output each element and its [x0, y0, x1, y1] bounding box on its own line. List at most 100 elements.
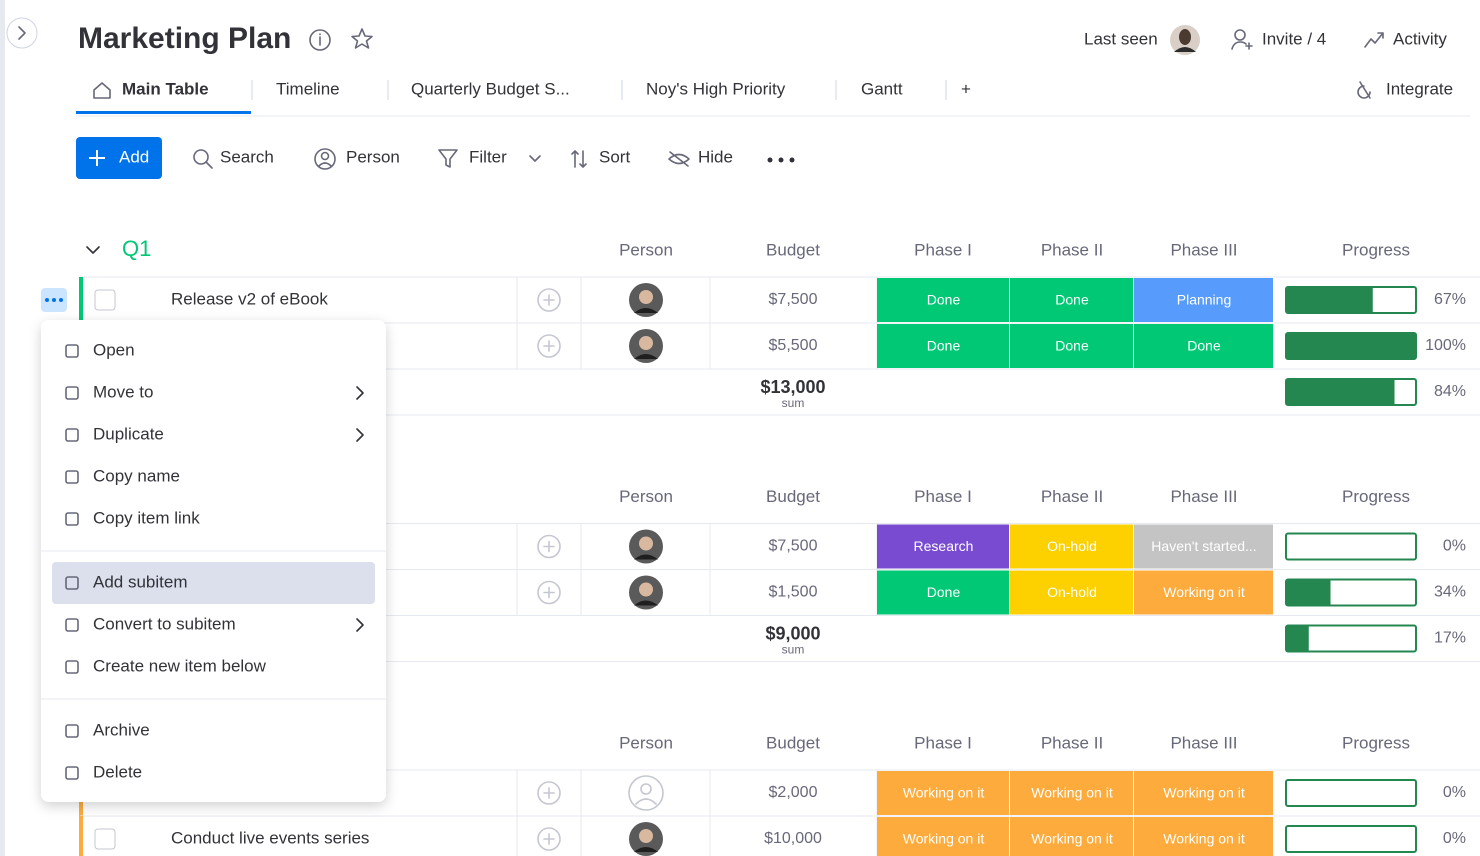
menu-item[interactable]: Open: [93, 340, 135, 359]
row-checkbox[interactable]: [94, 289, 116, 311]
status-cell[interactable]: [877, 817, 1009, 856]
menu-item[interactable]: Delete: [93, 762, 142, 781]
updates-icon[interactable]: [537, 534, 561, 559]
status-cell[interactable]: [1134, 324, 1273, 368]
filter-dropdown[interactable]: [529, 155, 541, 162]
menu-item[interactable]: Create new item below: [93, 656, 267, 675]
status-cell[interactable]: [1010, 817, 1133, 856]
status-cell[interactable]: [1010, 524, 1133, 569]
submenu-chevron: [356, 386, 364, 400]
sidebar-toggle[interactable]: [6, 17, 38, 49]
column-header: Budget: [766, 240, 820, 259]
progress-percent: 67%: [1434, 291, 1466, 308]
menu-item[interactable]: Convert to subitem: [93, 614, 236, 633]
status-cell[interactable]: [877, 771, 1009, 815]
activity-button[interactable]: Activity: [1393, 29, 1447, 48]
menu-item[interactable]: Copy name: [93, 466, 180, 485]
column-header: Phase I: [914, 240, 972, 259]
person-button[interactable]: Person: [346, 147, 400, 166]
status-cell[interactable]: [1010, 570, 1133, 615]
tab[interactable]: Timeline: [276, 79, 340, 98]
updates-icon[interactable]: [537, 827, 561, 851]
status-label: Working on it: [1163, 584, 1245, 600]
status-label: Done: [927, 584, 961, 600]
search-button[interactable]: Search: [220, 147, 274, 166]
sum-label: sum: [782, 396, 805, 410]
person-face: [639, 290, 653, 304]
status-cell[interactable]: [1134, 817, 1273, 856]
updates-icon[interactable]: [537, 781, 561, 805]
item-name[interactable]: Release v2 of eBook: [171, 289, 328, 308]
status-label: Done: [1055, 292, 1089, 308]
budget: $2,000: [769, 784, 818, 801]
progress-percent: 0%: [1443, 830, 1466, 847]
more-button[interactable]: [767, 157, 795, 163]
filter-button[interactable]: Filter: [469, 147, 507, 166]
updates-plus: [543, 833, 555, 845]
status-cell[interactable]: [877, 278, 1009, 322]
status-cell[interactable]: [1134, 278, 1273, 322]
last-seen[interactable]: Last seen: [1084, 29, 1158, 48]
column-header: Progress: [1342, 487, 1410, 506]
updates-plus: [543, 586, 555, 599]
progress-percent: 100%: [1425, 337, 1466, 354]
menu-item-icon: [65, 724, 79, 738]
status-cell[interactable]: [877, 324, 1009, 368]
menu-item[interactable]: Archive: [93, 720, 150, 739]
menu-highlight: [52, 562, 375, 604]
menu-item[interactable]: Copy item link: [93, 508, 200, 527]
person-face: [639, 582, 653, 597]
updates-plus: [543, 340, 555, 352]
item-name[interactable]: Conduct live events series: [171, 828, 369, 847]
sidebar-edge: [0, 0, 5, 856]
tab[interactable]: +: [961, 79, 971, 98]
updates-icon[interactable]: [537, 580, 561, 605]
progress-percent: 0%: [1443, 784, 1466, 801]
sum-label: sum: [782, 643, 805, 657]
status-cell[interactable]: [1010, 278, 1133, 322]
tab[interactable]: Gantt: [861, 79, 903, 98]
status-cell[interactable]: [1134, 771, 1273, 815]
sort-button[interactable]: Sort: [599, 147, 630, 166]
favorite-button[interactable]: [351, 28, 373, 49]
progress-fill: [1287, 334, 1415, 358]
menu-item[interactable]: Add subitem: [93, 572, 188, 591]
tab[interactable]: Main Table: [122, 79, 209, 98]
add-button[interactable]: Add: [76, 137, 162, 179]
hide-button[interactable]: Hide: [698, 147, 733, 166]
menu-item[interactable]: Duplicate: [93, 424, 164, 443]
status-cell[interactable]: [877, 570, 1009, 615]
updates-plus: [543, 787, 555, 799]
column-header: Budget: [766, 733, 820, 752]
empty-person[interactable]: [628, 775, 664, 811]
tab[interactable]: Quarterly Budget S...: [411, 79, 570, 98]
menu-item-icon: [65, 618, 79, 632]
column-header: Budget: [766, 487, 820, 506]
group-collapse[interactable]: [86, 246, 100, 254]
status-cell[interactable]: [1134, 570, 1273, 615]
status-cell[interactable]: [1010, 771, 1133, 815]
updates-icon[interactable]: [537, 334, 561, 358]
status-cell[interactable]: [877, 524, 1009, 569]
board-title: Marketing Plan: [78, 22, 291, 55]
status-cell[interactable]: [1134, 524, 1273, 569]
info-button[interactable]: [309, 29, 331, 51]
status-cell[interactable]: [1010, 324, 1133, 368]
row-menu-button[interactable]: [41, 288, 67, 312]
updates-icon[interactable]: [537, 288, 561, 312]
status-label: Done: [927, 338, 961, 354]
group-name[interactable]: Q1: [122, 236, 151, 261]
budget: $10,000: [764, 830, 822, 847]
menu-item[interactable]: Move to: [93, 382, 153, 401]
tab[interactable]: Noy's High Priority: [646, 79, 786, 98]
row-checkbox[interactable]: [94, 828, 116, 850]
invite-button[interactable]: Invite / 4: [1262, 29, 1326, 48]
status-label: Done: [1187, 338, 1221, 354]
invite-icon[interactable]: [1231, 29, 1253, 50]
status-label: Research: [914, 538, 974, 554]
budget: $1,500: [769, 584, 818, 601]
avatar[interactable]: [1170, 25, 1200, 55]
integrate-button[interactable]: Integrate: [1386, 79, 1453, 98]
person-body: [634, 554, 658, 560]
